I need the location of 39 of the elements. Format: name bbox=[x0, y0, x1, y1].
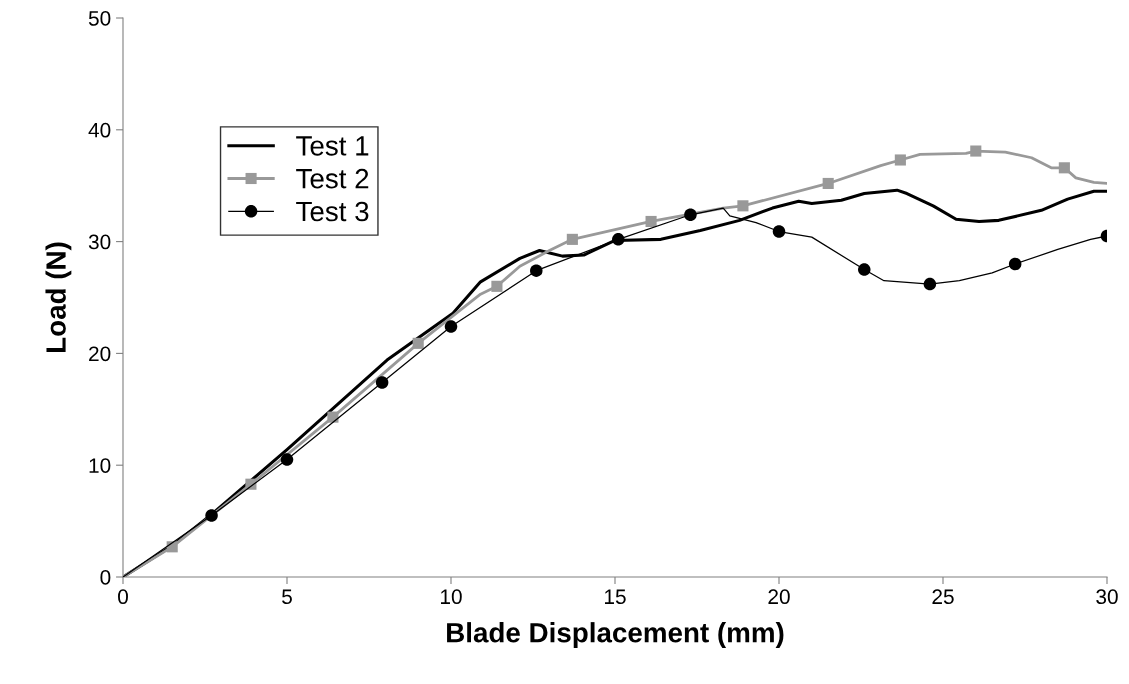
point bbox=[530, 264, 543, 277]
point bbox=[491, 280, 503, 292]
point bbox=[327, 411, 339, 423]
point bbox=[684, 208, 697, 222]
point bbox=[645, 215, 657, 228]
legend-label: Test 1 bbox=[296, 136, 369, 156]
point bbox=[894, 154, 906, 166]
legend-label: Test 3 bbox=[296, 201, 369, 222]
point bbox=[737, 200, 749, 212]
point bbox=[375, 376, 389, 389]
y-axis-title: Load (N) bbox=[45, 242, 72, 352]
x-tick-label: 25 bbox=[932, 589, 954, 605]
point bbox=[822, 177, 834, 190]
x-tick-label: 10 bbox=[441, 589, 462, 605]
legend-label: Test 2 bbox=[296, 168, 369, 189]
x-tick-label: 15 bbox=[605, 589, 626, 605]
point bbox=[1058, 162, 1070, 174]
y-tick-label: 20 bbox=[89, 346, 111, 362]
y-tick-label: 30 bbox=[88, 234, 111, 250]
y-tick-label: 40 bbox=[88, 122, 111, 138]
point bbox=[1008, 257, 1022, 271]
x-axis-title: Blade Displacement (mm) bbox=[447, 622, 784, 649]
y-tick-label: 50 bbox=[88, 11, 111, 26]
point bbox=[412, 337, 424, 349]
point bbox=[280, 453, 294, 466]
x-tick-label: 20 bbox=[768, 589, 790, 605]
x-tick-label: 0 bbox=[118, 589, 128, 605]
y-tick-label: 10 bbox=[89, 458, 111, 473]
x-tick-label: 30 bbox=[1096, 589, 1118, 605]
y-tick-label: 0 bbox=[100, 570, 111, 585]
point bbox=[923, 277, 937, 291]
point bbox=[858, 263, 871, 276]
point bbox=[444, 320, 458, 333]
point bbox=[566, 233, 578, 245]
point bbox=[970, 145, 982, 157]
point bbox=[772, 225, 786, 238]
point bbox=[612, 233, 625, 246]
x-tick-label: 5 bbox=[282, 589, 292, 605]
point bbox=[205, 509, 218, 522]
